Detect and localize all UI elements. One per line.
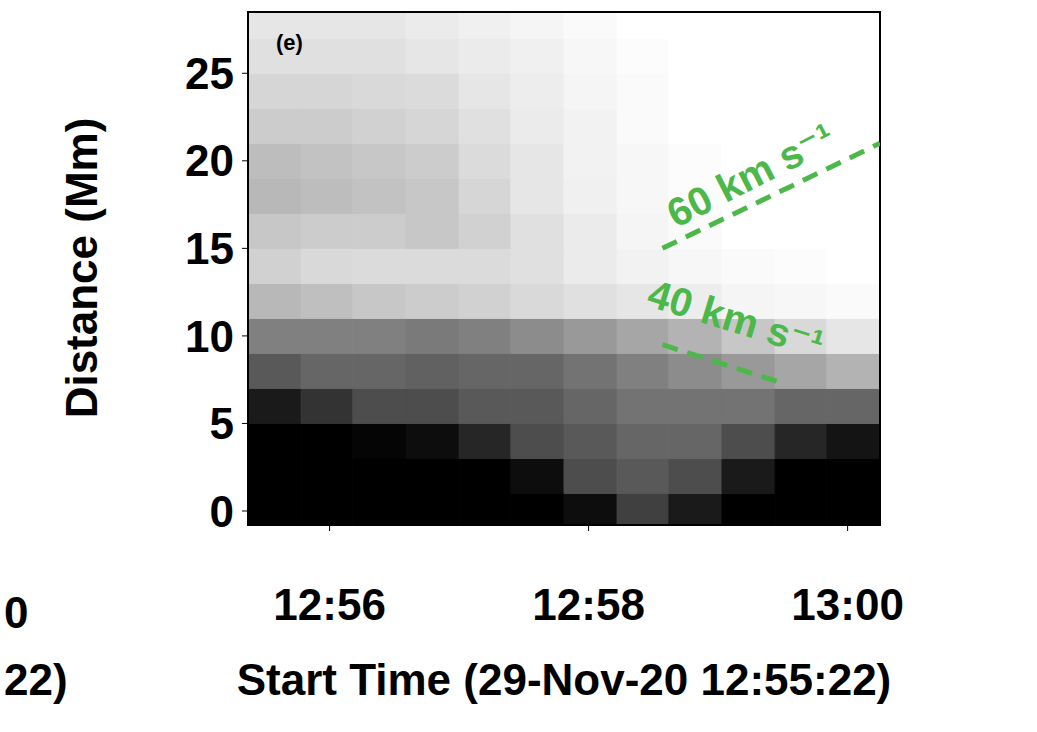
svg-text:Start Time (29-Nov-20 12:55:22: Start Time (29-Nov-20 12:55:22) (237, 655, 892, 704)
svg-text:13:00: 13:00 (791, 580, 904, 629)
svg-text:40 km s⁻¹: 40 km s⁻¹ (643, 271, 829, 366)
svg-text:25: 25 (185, 49, 234, 98)
svg-text:20: 20 (185, 136, 234, 185)
svg-text:22): 22) (4, 655, 68, 704)
svg-text:Distance (Mm): Distance (Mm) (57, 118, 106, 419)
svg-text:0: 0 (4, 588, 28, 637)
svg-text:12:56: 12:56 (273, 580, 386, 629)
svg-text:12:58: 12:58 (532, 580, 645, 629)
svg-text:(e): (e) (276, 30, 303, 55)
svg-text:15: 15 (185, 224, 234, 273)
svg-text:0: 0 (210, 487, 234, 536)
svg-text:60 km s⁻¹: 60 km s⁻¹ (660, 114, 841, 235)
svg-text:5: 5 (210, 399, 234, 448)
svg-text:10: 10 (185, 312, 234, 361)
